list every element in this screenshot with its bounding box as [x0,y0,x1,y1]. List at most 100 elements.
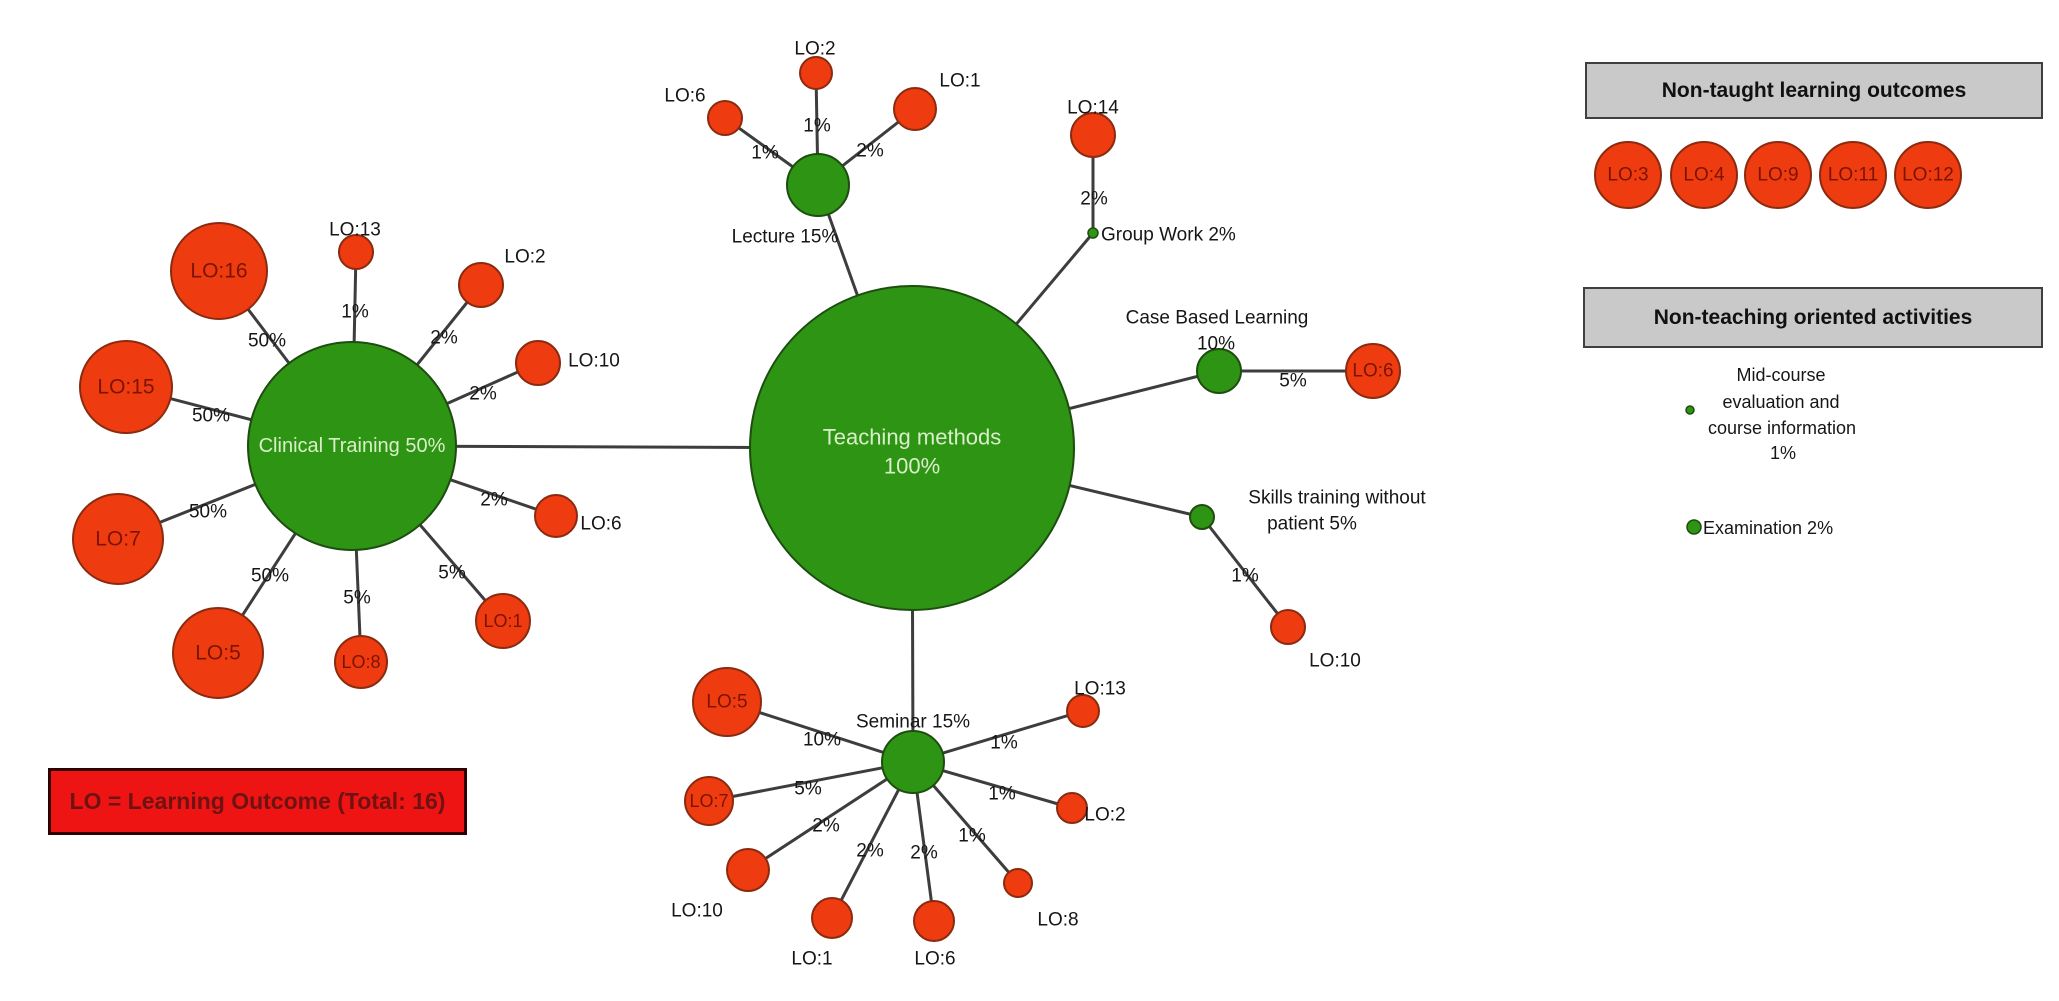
edge-11 [1200,516,1290,628]
node-lo4-nontaught-label: LO:4 [1683,165,1725,186]
label-clinical-training-50: Clinical Training 50% [259,435,446,457]
node-lo10-seminar [726,848,770,892]
hub-group-work [1087,227,1099,239]
label-10: 10% [803,730,841,751]
label-2: 2% [812,816,840,837]
label-lo-1: LO:1 [939,71,980,92]
node-lo1-seminar [811,897,853,939]
node-lo6-seminar [913,900,955,942]
node-lo7-seminar-label: LO:7 [689,791,728,811]
node-lo15-clinical [79,340,173,434]
label-lo-10: LO:10 [568,351,620,372]
node-lo11-nontaught-label: LO:11 [1828,165,1878,186]
label-1: 1% [751,143,779,164]
label-case-based-learning: Case Based Learning [1126,308,1309,329]
node-lo8-clinical-label: LO:8 [341,652,380,672]
hub-seminar [881,730,945,794]
node-lo9-nontaught-label: LO:9 [1757,165,1798,186]
label-lo-10: LO:10 [671,901,723,922]
dot-mid-course [1685,405,1695,415]
node-lo6-lecture [707,100,743,136]
label-skills-training-without: Skills training without [1248,488,1426,509]
label-lo-6: LO:6 [580,514,621,535]
label-evaluation-and: evaluation and [1722,392,1839,412]
node-lo7-clinical [72,493,164,585]
label-10: 10% [1197,334,1235,355]
label-50: 50% [189,502,227,523]
label-lecture-15: Lecture 15% [732,227,839,248]
node-lo6-cbl [1345,343,1401,399]
label-2: 2% [430,328,458,349]
label-lo-8: LO:8 [1037,910,1078,931]
hub-skills-training [1189,504,1215,530]
label-2: 2% [856,141,884,162]
label-1: 1% [341,302,369,323]
node-lo16-clinical-label: LO:16 [190,260,247,283]
label-lo-2: LO:2 [1084,805,1125,826]
label-5: 5% [438,563,466,584]
lo-legend-box: LO = Learning Outcome (Total: 16) [48,768,467,835]
label-1: 1% [1231,566,1259,587]
node-lo12-nontaught [1894,141,1962,209]
node-lo15-clinical-label: LO:15 [97,376,154,399]
node-lo13-seminar [1066,694,1100,728]
label-lo-6: LO:6 [664,86,705,107]
label-1: 1% [958,826,986,847]
edge-14 [747,760,914,872]
hub-clinical-training [247,341,457,551]
node-lo8-clinical [334,635,388,689]
node-lo2-clinical [458,262,504,308]
node-lo3-nontaught-label: LO:3 [1607,165,1648,186]
hub-lecture [786,153,850,217]
label-lo-13: LO:13 [329,220,381,241]
label-1: 1% [803,116,831,137]
node-lo10-skills [1270,609,1306,645]
label-lo-1: LO:1 [791,949,832,970]
label-2: 2% [480,490,508,511]
node-lo5-clinical [172,607,264,699]
label-1: 1% [990,733,1018,754]
node-lo5-seminar [692,667,762,737]
label-lo-14: LO:14 [1067,98,1119,119]
label-seminar-15: Seminar 15% [856,712,970,733]
label-lo-2: LO:2 [504,247,545,268]
dot-examination [1686,519,1702,535]
non-taught-outcomes-header: Non-taught learning outcomes [1585,62,2043,119]
label-2: 2% [856,841,884,862]
edge-13 [708,760,914,803]
node-lo13-clinical [338,234,374,270]
non-teaching-activities-header: Non-teaching oriented activities [1583,287,2043,348]
node-lo10-clinical [515,340,561,386]
label-patient-5: patient 5% [1267,514,1357,535]
node-lo3-nontaught [1594,141,1662,209]
label-5: 5% [794,779,822,800]
node-lo1-clinical [475,593,531,649]
node-lo1-clinical-label: LO:1 [483,611,522,631]
node-lo2-lecture [799,56,833,90]
label-1: 1% [988,784,1016,805]
label-lo-2: LO:2 [794,39,835,60]
label-1: 1% [1770,443,1796,463]
node-lo1-lecture [893,87,937,131]
label-lo-13: LO:13 [1074,679,1126,700]
node-lo12-nontaught-label: LO:12 [1902,165,1954,186]
label-teaching-methods: Teaching methods [823,425,1002,450]
label-group-work-2: Group Work 2% [1101,225,1236,246]
label-examination-2: Examination 2% [1703,518,1833,538]
node-lo16-clinical [170,222,268,320]
node-lo5-clinical-label: LO:5 [195,642,241,665]
label-50: 50% [248,331,286,352]
hub-case-based-learning [1196,348,1242,394]
node-lo14-groupwork [1070,112,1116,158]
label-2: 2% [910,843,938,864]
label-50: 50% [251,566,289,587]
label-2: 2% [1080,189,1108,210]
hub-teaching-methods [749,285,1075,611]
node-lo6-clinical [534,494,578,538]
label-mid-course: Mid-course [1736,365,1825,385]
label-2: 2% [469,384,497,405]
label-5: 5% [1279,371,1307,392]
label-lo-10: LO:10 [1309,651,1361,672]
label-100: 100% [884,454,940,479]
